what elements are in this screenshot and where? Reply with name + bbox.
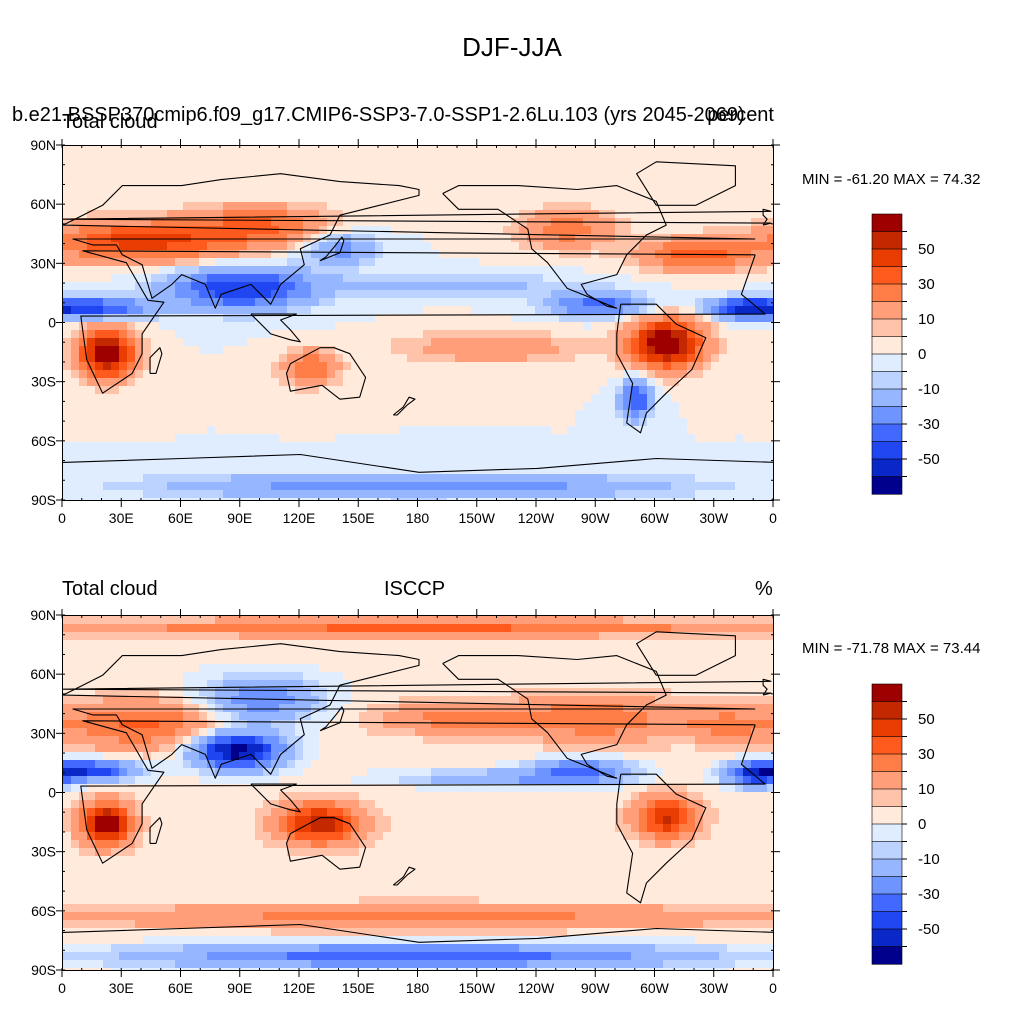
- lon-tick-label: 90E: [227, 980, 252, 996]
- colorbar-swatch: [871, 406, 903, 425]
- lon-tick-label: 150E: [342, 980, 375, 996]
- colorbar-label: 10: [918, 311, 935, 328]
- colorbar-swatch: [871, 736, 903, 755]
- colorbar-swatch: [871, 266, 903, 285]
- colorbar-label: -30: [918, 416, 940, 433]
- colorbar-label: 50: [918, 711, 935, 728]
- lat-tick-label: 0: [48, 315, 56, 331]
- figure-title: DJF-JJA: [462, 32, 562, 62]
- colorbar-swatch: [871, 946, 903, 965]
- lon-tick-label: 150W: [458, 510, 495, 526]
- colorbar-label: -30: [918, 886, 940, 903]
- lon-tick-label: 60W: [640, 980, 670, 996]
- lat-tick-label: 60S: [31, 903, 56, 919]
- panel1-right-title: percent: [707, 104, 774, 126]
- colorbar-swatch: [871, 388, 903, 408]
- lat-tick-label: 30S: [31, 374, 56, 390]
- colorbar-swatch: [871, 858, 903, 878]
- panel2-field: [63, 616, 773, 970]
- colorbar-swatch: [871, 213, 903, 233]
- lon-tick-label: 30E: [109, 510, 134, 526]
- lon-tick-label: 0: [769, 980, 777, 996]
- colorbar-swatch: [871, 476, 903, 495]
- lon-tick-label: 180: [406, 980, 430, 996]
- lon-tick-label: 60E: [168, 510, 193, 526]
- colorbar-swatch: [871, 823, 903, 843]
- panel2-minmax: MIN = -71.78 MAX = 73.44: [802, 640, 981, 657]
- lat-tick-label: 60N: [30, 666, 56, 682]
- lon-tick-label: 150W: [458, 980, 495, 996]
- panel2-left-title: Total cloud: [62, 578, 158, 600]
- lat-tick-label: 30N: [30, 725, 56, 741]
- colorbar-label: 30: [918, 746, 935, 763]
- lon-tick-label: 150E: [342, 510, 375, 526]
- panel2-right-title: %: [755, 578, 773, 600]
- colorbar-swatch: [871, 423, 903, 443]
- colorbar-swatch: [871, 806, 903, 825]
- lon-tick-label: 60W: [640, 510, 670, 526]
- colorbar-label: -10: [918, 851, 940, 868]
- panel1-case-title: b.e21.BSSP370cmip6.f09_g17.CMIP6-SSP3-7.…: [12, 104, 745, 126]
- lat-tick-label: 90S: [31, 962, 56, 978]
- panel1-minmax: MIN = -61.20 MAX = 74.32: [802, 171, 981, 188]
- colorbar-swatch: [871, 683, 903, 703]
- colorbar-swatch: [871, 788, 903, 808]
- colorbar-swatch: [871, 458, 903, 478]
- colorbar-label: 0: [918, 816, 926, 833]
- lon-tick-label: 90W: [581, 980, 611, 996]
- lon-tick-label: 120W: [518, 510, 555, 526]
- colorbar-swatch: [871, 301, 903, 320]
- colorbar-label: 10: [918, 781, 935, 798]
- lon-tick-label: 90E: [227, 510, 252, 526]
- colorbar-label: 30: [918, 276, 935, 293]
- lon-tick-label: 120E: [283, 510, 316, 526]
- colorbar-swatch: [871, 718, 903, 738]
- colorbar-swatch: [871, 283, 903, 303]
- colorbar-swatch: [871, 336, 903, 355]
- colorbar-swatch: [871, 353, 903, 373]
- colorbar-swatch: [871, 876, 903, 895]
- lat-tick-label: 30N: [30, 255, 56, 271]
- lat-tick-label: 30S: [31, 844, 56, 860]
- colorbar-swatch: [871, 753, 903, 773]
- lat-tick-label: 90N: [30, 137, 56, 153]
- lon-tick-label: 180: [406, 510, 430, 526]
- colorbar-swatch: [871, 841, 903, 860]
- panel2-map: [62, 615, 774, 971]
- lon-tick-label: 30W: [699, 980, 729, 996]
- panel1-field: [63, 146, 773, 500]
- lat-tick-label: 0: [48, 785, 56, 801]
- colorbar-label: 0: [918, 346, 926, 363]
- lon-tick-label: 120W: [518, 980, 555, 996]
- colorbar-label: -50: [918, 921, 940, 938]
- colorbar-swatch: [871, 771, 903, 790]
- colorbar-swatch: [871, 248, 903, 268]
- lon-tick-label: 60E: [168, 980, 193, 996]
- lon-tick-label: 30W: [699, 510, 729, 526]
- colorbar-swatch: [871, 928, 903, 948]
- lon-tick-label: 90W: [581, 510, 611, 526]
- colorbar-label: -10: [918, 381, 940, 398]
- colorbar-swatch: [871, 318, 903, 338]
- colorbar-label: 50: [918, 241, 935, 258]
- lon-tick-label: 0: [769, 510, 777, 526]
- colorbar-swatch: [871, 893, 903, 913]
- panel1-left-title: Total cloud: [62, 111, 158, 133]
- colorbar-swatch: [871, 371, 903, 390]
- colorbar-swatch: [871, 701, 903, 720]
- colorbar-label: -50: [918, 451, 940, 468]
- lon-tick-label: 120E: [283, 980, 316, 996]
- lon-tick-label: 30E: [109, 980, 134, 996]
- lat-tick-label: 60N: [30, 196, 56, 212]
- colorbar-swatch: [871, 441, 903, 460]
- lon-tick-label: 0: [58, 980, 66, 996]
- lat-tick-label: 90N: [30, 607, 56, 623]
- lon-tick-label: 0: [58, 510, 66, 526]
- panel1-map: [62, 145, 774, 501]
- colorbar-swatch: [871, 231, 903, 250]
- lat-tick-label: 90S: [31, 492, 56, 508]
- lat-tick-label: 60S: [31, 433, 56, 449]
- panel2-center-title: ISCCP: [384, 578, 446, 600]
- colorbar-swatch: [871, 911, 903, 930]
